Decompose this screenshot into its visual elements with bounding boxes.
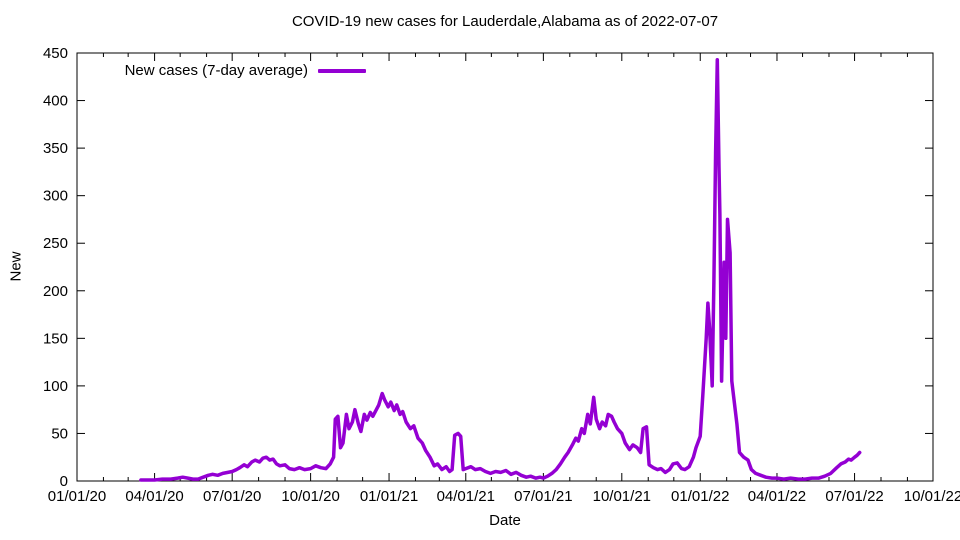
y-tick-label: 100 xyxy=(43,378,68,395)
x-tick-label: 10/01/20 xyxy=(281,488,339,505)
legend-line-swatch xyxy=(318,68,366,73)
x-tick-label: 04/01/22 xyxy=(748,488,806,505)
y-tick-label: 50 xyxy=(51,425,68,442)
series-line xyxy=(139,57,862,482)
y-tick-label: 150 xyxy=(43,330,68,347)
x-tick-label: 04/01/21 xyxy=(437,488,495,505)
y-tick-label: 300 xyxy=(43,188,68,205)
y-tick-label: 250 xyxy=(43,235,68,252)
x-tick-label: 07/01/22 xyxy=(825,488,883,505)
legend: New cases (7-day average) xyxy=(125,62,366,79)
x-tick-label: 07/01/20 xyxy=(203,488,261,505)
x-tick-label: 01/01/20 xyxy=(48,488,106,505)
y-tick-label: 450 xyxy=(43,45,68,62)
x-tick-label: 04/01/20 xyxy=(125,488,183,505)
y-tick-label: 350 xyxy=(43,140,68,157)
x-tick-label: 07/01/21 xyxy=(514,488,572,505)
x-tick-label: 10/01/22 xyxy=(904,488,960,505)
legend-series-label: New cases (7-day average) xyxy=(124,62,308,79)
y-tick-label: 400 xyxy=(43,93,68,110)
x-tick-label: 01/01/21 xyxy=(360,488,418,505)
y-tick-label: 0 xyxy=(60,473,68,490)
plot-border xyxy=(76,52,934,482)
x-tick-label: 10/01/21 xyxy=(593,488,651,505)
chart-title: COVID-19 new cases for Lauderdale,Alabam… xyxy=(291,13,719,30)
y-tick-label: 200 xyxy=(43,283,68,300)
x-axis-label: Date xyxy=(489,512,521,529)
x-tick-label: 01/01/22 xyxy=(671,488,729,505)
